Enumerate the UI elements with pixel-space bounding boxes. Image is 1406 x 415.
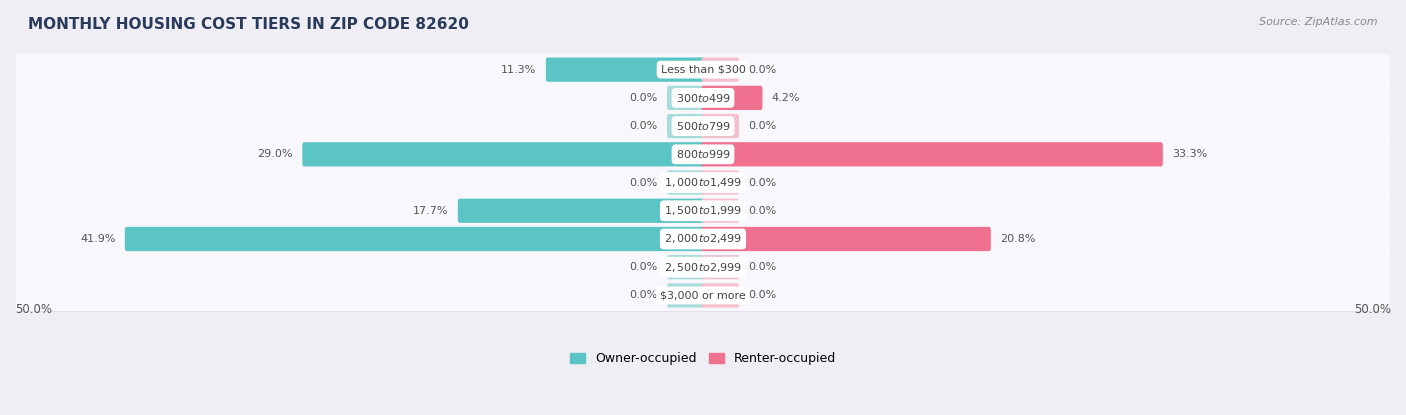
FancyBboxPatch shape xyxy=(546,58,704,82)
FancyBboxPatch shape xyxy=(302,142,704,166)
FancyBboxPatch shape xyxy=(15,280,1391,311)
Text: $1,000 to $1,499: $1,000 to $1,499 xyxy=(664,176,742,189)
Text: MONTHLY HOUSING COST TIERS IN ZIP CODE 82620: MONTHLY HOUSING COST TIERS IN ZIP CODE 8… xyxy=(28,17,470,32)
FancyBboxPatch shape xyxy=(666,86,704,110)
FancyBboxPatch shape xyxy=(666,114,704,138)
FancyBboxPatch shape xyxy=(15,223,1391,255)
FancyBboxPatch shape xyxy=(702,58,740,82)
FancyBboxPatch shape xyxy=(15,110,1391,142)
Text: Source: ZipAtlas.com: Source: ZipAtlas.com xyxy=(1260,17,1378,27)
Text: 17.7%: 17.7% xyxy=(413,206,449,216)
FancyBboxPatch shape xyxy=(702,171,740,195)
Text: 20.8%: 20.8% xyxy=(1000,234,1036,244)
Text: $2,500 to $2,999: $2,500 to $2,999 xyxy=(664,261,742,274)
Text: 0.0%: 0.0% xyxy=(748,178,776,188)
FancyBboxPatch shape xyxy=(702,142,1163,166)
FancyBboxPatch shape xyxy=(702,283,740,308)
FancyBboxPatch shape xyxy=(666,255,704,279)
FancyBboxPatch shape xyxy=(702,255,740,279)
Text: 41.9%: 41.9% xyxy=(80,234,115,244)
Text: 0.0%: 0.0% xyxy=(748,262,776,272)
Text: $1,500 to $1,999: $1,500 to $1,999 xyxy=(664,204,742,217)
FancyBboxPatch shape xyxy=(702,227,991,251)
FancyBboxPatch shape xyxy=(666,283,704,308)
Legend: Owner-occupied, Renter-occupied: Owner-occupied, Renter-occupied xyxy=(565,347,841,371)
Text: 0.0%: 0.0% xyxy=(748,290,776,300)
FancyBboxPatch shape xyxy=(125,227,704,251)
Text: 0.0%: 0.0% xyxy=(748,65,776,75)
FancyBboxPatch shape xyxy=(458,199,704,223)
FancyBboxPatch shape xyxy=(15,167,1391,198)
Text: 33.3%: 33.3% xyxy=(1173,149,1208,159)
Text: 0.0%: 0.0% xyxy=(630,178,658,188)
FancyBboxPatch shape xyxy=(15,251,1391,283)
Text: $300 to $499: $300 to $499 xyxy=(675,92,731,104)
Text: 4.2%: 4.2% xyxy=(772,93,800,103)
Text: $3,000 or more: $3,000 or more xyxy=(661,290,745,300)
Text: 0.0%: 0.0% xyxy=(630,93,658,103)
FancyBboxPatch shape xyxy=(15,82,1391,114)
Text: 50.0%: 50.0% xyxy=(15,303,52,316)
FancyBboxPatch shape xyxy=(666,171,704,195)
Text: $2,000 to $2,499: $2,000 to $2,499 xyxy=(664,232,742,246)
Text: 50.0%: 50.0% xyxy=(1354,303,1391,316)
Text: 29.0%: 29.0% xyxy=(257,149,292,159)
FancyBboxPatch shape xyxy=(15,54,1391,85)
Text: 0.0%: 0.0% xyxy=(748,121,776,131)
Text: 0.0%: 0.0% xyxy=(630,290,658,300)
FancyBboxPatch shape xyxy=(702,114,740,138)
Text: 0.0%: 0.0% xyxy=(630,121,658,131)
FancyBboxPatch shape xyxy=(702,86,762,110)
Text: $500 to $799: $500 to $799 xyxy=(675,120,731,132)
FancyBboxPatch shape xyxy=(702,199,740,223)
Text: 0.0%: 0.0% xyxy=(748,206,776,216)
FancyBboxPatch shape xyxy=(15,195,1391,227)
Text: 0.0%: 0.0% xyxy=(630,262,658,272)
Text: Less than $300: Less than $300 xyxy=(661,65,745,75)
Text: $800 to $999: $800 to $999 xyxy=(675,148,731,160)
FancyBboxPatch shape xyxy=(15,139,1391,170)
Text: 11.3%: 11.3% xyxy=(502,65,537,75)
